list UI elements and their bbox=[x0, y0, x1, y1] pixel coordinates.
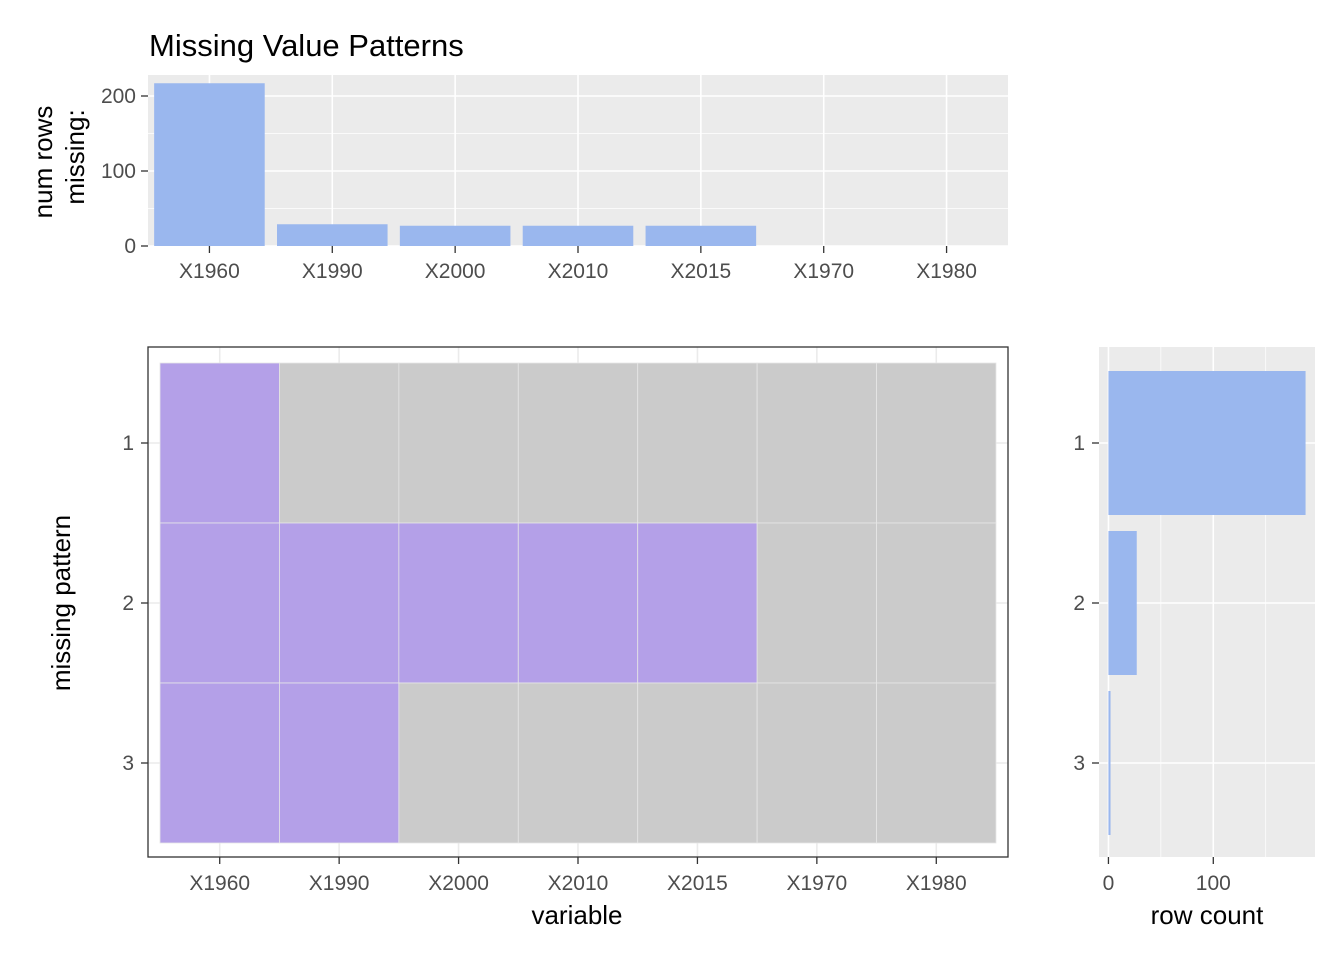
heatmap-x-tick-label: X1990 bbox=[309, 872, 370, 895]
heatmap-x-ticks: X1960 X1990 X2000 X2010 X2015 X1970 X1980 bbox=[189, 857, 967, 895]
heatmap-x-axis-title: variable bbox=[531, 900, 622, 930]
heatmap-tile-2-X2000 bbox=[398, 522, 519, 684]
heatmap-tile-2-X1980 bbox=[876, 522, 997, 684]
heatmap-x-tick-label: X2010 bbox=[548, 872, 609, 895]
top-x-tick-label: X1970 bbox=[793, 260, 854, 283]
chart-title: Missing Value Patterns bbox=[149, 28, 464, 63]
heatmap-tile-1-X2015 bbox=[637, 362, 758, 524]
heatmap-tile-1-X1980 bbox=[876, 362, 997, 524]
top-x-ticks: X1960 X1990 X2000 X2010 X2015 X1970 X1980 bbox=[179, 246, 977, 283]
right-x-axis-title: row count bbox=[1151, 900, 1264, 930]
right-y-tick-label: 3 bbox=[1073, 752, 1085, 775]
heatmap-tile-3-X1960 bbox=[159, 682, 280, 844]
heatmap-tile-2-X1970 bbox=[756, 522, 877, 684]
heatmap-tile-3-X2000 bbox=[398, 682, 519, 844]
top-bars bbox=[154, 83, 757, 246]
row-count-bar-chart: 1 2 3 0 100 row count bbox=[1073, 347, 1315, 930]
heatmap-x-tick-label: X1960 bbox=[189, 872, 250, 895]
top-x-tick-label: X2010 bbox=[548, 260, 609, 283]
top-y-axis-title-line2: missing: bbox=[60, 109, 90, 204]
heatmap-tile-2-X1960 bbox=[159, 522, 280, 684]
top-bar-X2000 bbox=[399, 225, 511, 246]
heatmap-x-tick-label: X2000 bbox=[428, 872, 489, 895]
heatmap-x-tick-label: X2015 bbox=[667, 872, 728, 895]
top-y-tick-label: 0 bbox=[124, 235, 136, 258]
right-x-tick-label: 0 bbox=[1103, 872, 1115, 895]
top-x-tick-label: X2000 bbox=[425, 260, 486, 283]
right-x-ticks: 0 100 bbox=[1103, 857, 1231, 895]
heatmap-y-axis-title: missing pattern bbox=[46, 515, 76, 691]
heatmap-x-tick-label: X1980 bbox=[906, 872, 967, 895]
right-y-tick-label: 2 bbox=[1073, 592, 1085, 615]
right-bar-2 bbox=[1108, 531, 1137, 675]
heatmap-y-tick-label: 1 bbox=[122, 432, 134, 455]
heatmap-tile-3-X2015 bbox=[637, 682, 758, 844]
heatmap-tile-1-X1960 bbox=[159, 362, 280, 524]
heatmap-y-ticks: 1 2 3 bbox=[122, 432, 148, 775]
pattern-heatmap: 123 X1960 X1990 X2000 X2010 X2015 X1970 X1980 … bbox=[46, 346, 1009, 930]
top-x-tick-label: X1960 bbox=[179, 260, 240, 283]
right-bars bbox=[1108, 371, 1306, 835]
top-y-tick-label: 100 bbox=[101, 160, 136, 183]
right-bar-3 bbox=[1108, 691, 1111, 835]
heatmap-tile-1-X2000 bbox=[398, 362, 519, 524]
top-bar-X1960 bbox=[154, 83, 265, 246]
right-bar-1 bbox=[1108, 371, 1306, 515]
right-y-tick-label: 1 bbox=[1073, 432, 1085, 455]
top-x-tick-label: X1990 bbox=[302, 260, 363, 283]
heatmap-tile-3-X2010 bbox=[517, 682, 639, 844]
heatmap-tile-2-X1990 bbox=[279, 522, 400, 684]
heatmap-tile-1-X2010 bbox=[517, 362, 639, 524]
top-bar-X2010 bbox=[522, 225, 634, 246]
heatmap-x-tick-label: X1970 bbox=[786, 872, 847, 895]
heatmap-tile-1-X1990 bbox=[279, 362, 400, 524]
heatmap-y-tick-label: 2 bbox=[122, 592, 134, 615]
top-y-ticks: 0 100 200 bbox=[101, 85, 148, 258]
heatmap-tile-3-X1990 bbox=[279, 682, 400, 844]
heatmap-tile-2-X2010 bbox=[517, 522, 639, 684]
heatmap-y-tick-label: 3 bbox=[122, 752, 134, 775]
top-x-tick-label: X1980 bbox=[916, 260, 977, 283]
heatmap-tile-3-X1970 bbox=[756, 682, 877, 844]
heatmap-tile-2-X2015 bbox=[637, 522, 758, 684]
top-y-tick-label: 200 bbox=[101, 85, 136, 108]
top-x-tick-label: X2015 bbox=[670, 260, 731, 283]
top-bar-X1990 bbox=[277, 224, 388, 246]
top-bar-X2015 bbox=[645, 225, 757, 246]
right-y-ticks: 1 2 3 bbox=[1073, 432, 1099, 775]
heatmap-tile-3-X1980 bbox=[876, 682, 997, 844]
top-y-axis-title-line1: num rows bbox=[28, 106, 58, 219]
heatmap-tiles bbox=[159, 362, 997, 844]
right-x-tick-label: 100 bbox=[1196, 872, 1231, 895]
heatmap-tile-1-X1970 bbox=[756, 362, 877, 524]
